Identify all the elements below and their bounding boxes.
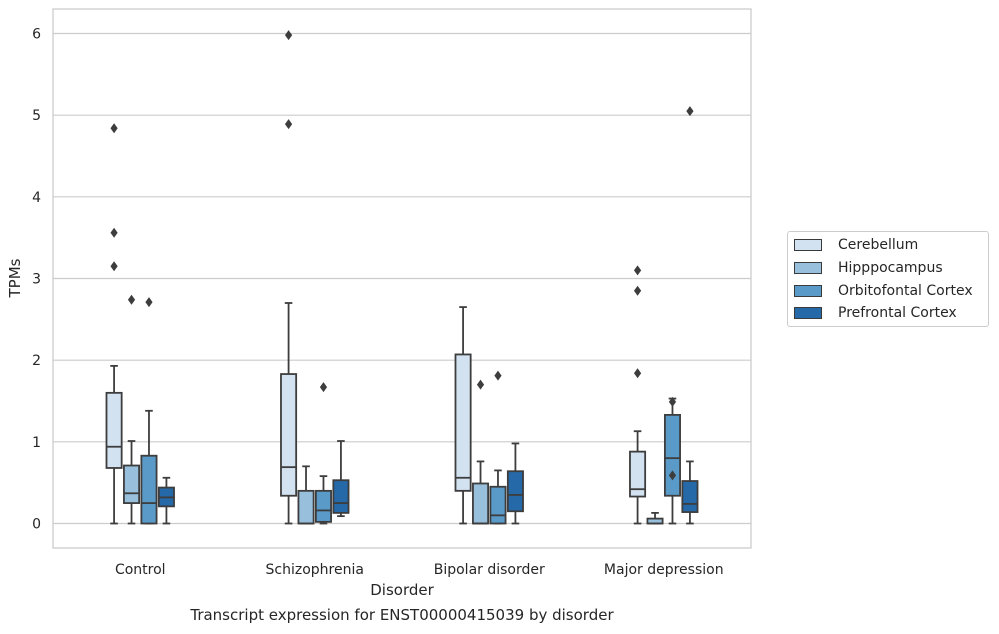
outlier-point: [145, 297, 153, 308]
legend-swatch: [794, 307, 822, 319]
plot-frame: [52, 8, 752, 549]
box: [506, 470, 524, 513]
box-cerebellum: [280, 30, 298, 525]
box: [297, 489, 315, 525]
y-tick-label: 6: [32, 27, 41, 43]
box: [629, 450, 647, 498]
outlier-point: [633, 265, 642, 276]
box: [681, 480, 699, 513]
box: [280, 373, 298, 497]
outlier-point: [110, 261, 118, 272]
box-hipppocampus: [297, 465, 315, 525]
legend-item: Prefrontal Cortex: [794, 303, 957, 323]
box-cerebellum: [454, 306, 472, 525]
y-tick-label: 0: [32, 517, 41, 533]
outlier-point: [284, 30, 293, 41]
outlier-point: [284, 119, 293, 130]
outlier-point: [476, 379, 485, 390]
box: [123, 464, 141, 504]
outlier-point: [633, 285, 642, 296]
legend-label: Hipppocampus: [838, 260, 943, 276]
box-prefrontal-cortex: [332, 440, 350, 518]
legend-item: Hipppocampus: [794, 258, 943, 278]
x-tick-label: Schizophrenia: [266, 562, 364, 578]
legend-label: Orbitofontal Cortex: [838, 283, 973, 299]
outlier-point: [127, 294, 136, 305]
chart-caption: Transcript expression for ENST0000041503…: [190, 606, 614, 624]
box-cerebellum: [629, 265, 647, 525]
box: [105, 391, 123, 469]
box: [454, 353, 472, 492]
box-prefrontal-cortex: [157, 476, 175, 525]
legend-swatch: [794, 262, 822, 274]
box-prefrontal-cortex: [506, 442, 524, 525]
x-axis-label: Disorder: [370, 581, 434, 599]
outlier-point: [668, 470, 677, 481]
outlier-point: [494, 370, 502, 381]
legend-label: Prefrontal Cortex: [838, 305, 957, 321]
box-hipppocampus: [646, 511, 664, 525]
box: [314, 489, 332, 523]
outlier-point: [668, 396, 677, 407]
box: [472, 482, 490, 525]
box-orbitofontal-cortex: [314, 382, 332, 525]
x-axis: Control Schizophrenia Bipolar disorder Majo…: [115, 562, 724, 578]
outlier-point: [319, 382, 328, 393]
x-tick-label: Bipolar disorder: [434, 562, 545, 578]
x-tick-label: Major depression: [604, 562, 724, 578]
outlier-point: [686, 106, 694, 117]
legend: Cerebellum Hipppocampus Orbitofontal Cor…: [787, 231, 989, 327]
outlier-point: [633, 368, 642, 379]
box: [332, 479, 350, 514]
y-axis-label: TPMs: [6, 258, 24, 298]
box-orbitofontal-cortex: [140, 297, 158, 525]
y-tick-label: 2: [32, 353, 41, 369]
box-plot-area: [105, 30, 699, 525]
box: [489, 485, 507, 525]
y-tick-label: 1: [32, 435, 41, 451]
outlier-point: [110, 227, 118, 238]
legend-label: Cerebellum: [838, 237, 919, 253]
box-orbitofontal-cortex: [663, 396, 681, 525]
box: [663, 413, 681, 497]
legend-swatch: [794, 239, 822, 251]
legend-swatch: [794, 285, 822, 297]
y-tick-label: 5: [32, 108, 41, 124]
box-prefrontal-cortex: [681, 106, 699, 525]
box-hipppocampus: [472, 379, 490, 525]
gridlines: [53, 32, 751, 525]
box-hipppocampus: [123, 294, 141, 525]
y-axis: 0 1 2 3 4 5 6: [32, 27, 41, 533]
legend-item: Orbitofontal Cortex: [794, 281, 973, 301]
y-tick-label: 4: [32, 190, 41, 206]
outlier-point: [110, 123, 118, 134]
box-orbitofontal-cortex: [489, 370, 507, 525]
y-tick-label: 3: [32, 272, 41, 288]
legend-item: Cerebellum: [794, 235, 918, 255]
box-cerebellum: [105, 123, 123, 525]
x-tick-label: Control: [115, 562, 166, 578]
box: [140, 454, 158, 525]
